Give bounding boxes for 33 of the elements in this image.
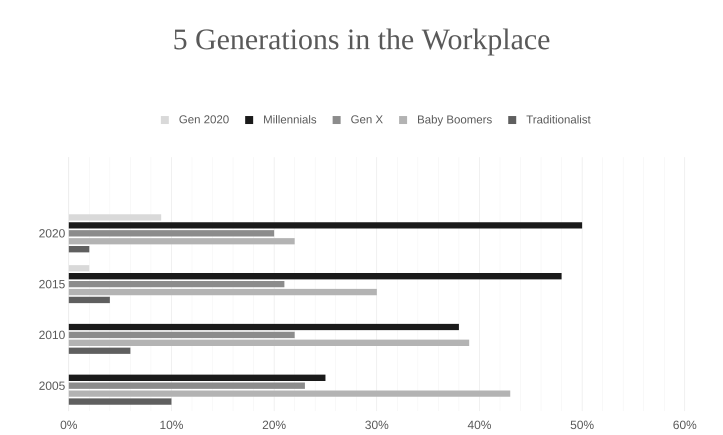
- legend-label: Traditionalist: [526, 115, 591, 124]
- bar: [68, 374, 326, 381]
- legend-label: Baby Boomers: [418, 115, 492, 126]
- x-tick-label: 30%: [365, 420, 388, 430]
- bar: [68, 238, 295, 244]
- y-tick-label: 2015: [39, 280, 65, 288]
- bar: [68, 246, 90, 252]
- bar: [68, 273, 562, 280]
- bar: [68, 280, 284, 288]
- bar: [68, 340, 470, 346]
- x-tick-label: 60%: [673, 420, 696, 430]
- bar: [68, 332, 295, 338]
- y-tick-label: 2005: [39, 381, 65, 390]
- bar: [68, 296, 110, 304]
- bar: [68, 230, 274, 236]
- bar: [68, 390, 510, 397]
- bar: [68, 382, 305, 389]
- chart-title: 5 Generations in the Workplace: [174, 28, 550, 56]
- bar: [68, 324, 459, 330]
- legend-label: Gen X: [351, 115, 383, 124]
- x-tick-label: 0%: [60, 420, 78, 430]
- legend-label: Gen 2020: [179, 115, 229, 124]
- legend-label: Millennials: [264, 115, 316, 124]
- x-tick-label: 20%: [262, 420, 286, 430]
- bar: [68, 288, 377, 296]
- x-tick-label: 10%: [160, 420, 183, 430]
- bar: [68, 222, 582, 229]
- bar: [68, 398, 172, 405]
- x-tick-label: 50%: [570, 420, 594, 430]
- bar: [68, 348, 130, 354]
- x-tick-label: 40%: [468, 420, 491, 430]
- y-tick-label: 2020: [39, 229, 65, 238]
- y-tick-label: 2010: [39, 330, 65, 340]
